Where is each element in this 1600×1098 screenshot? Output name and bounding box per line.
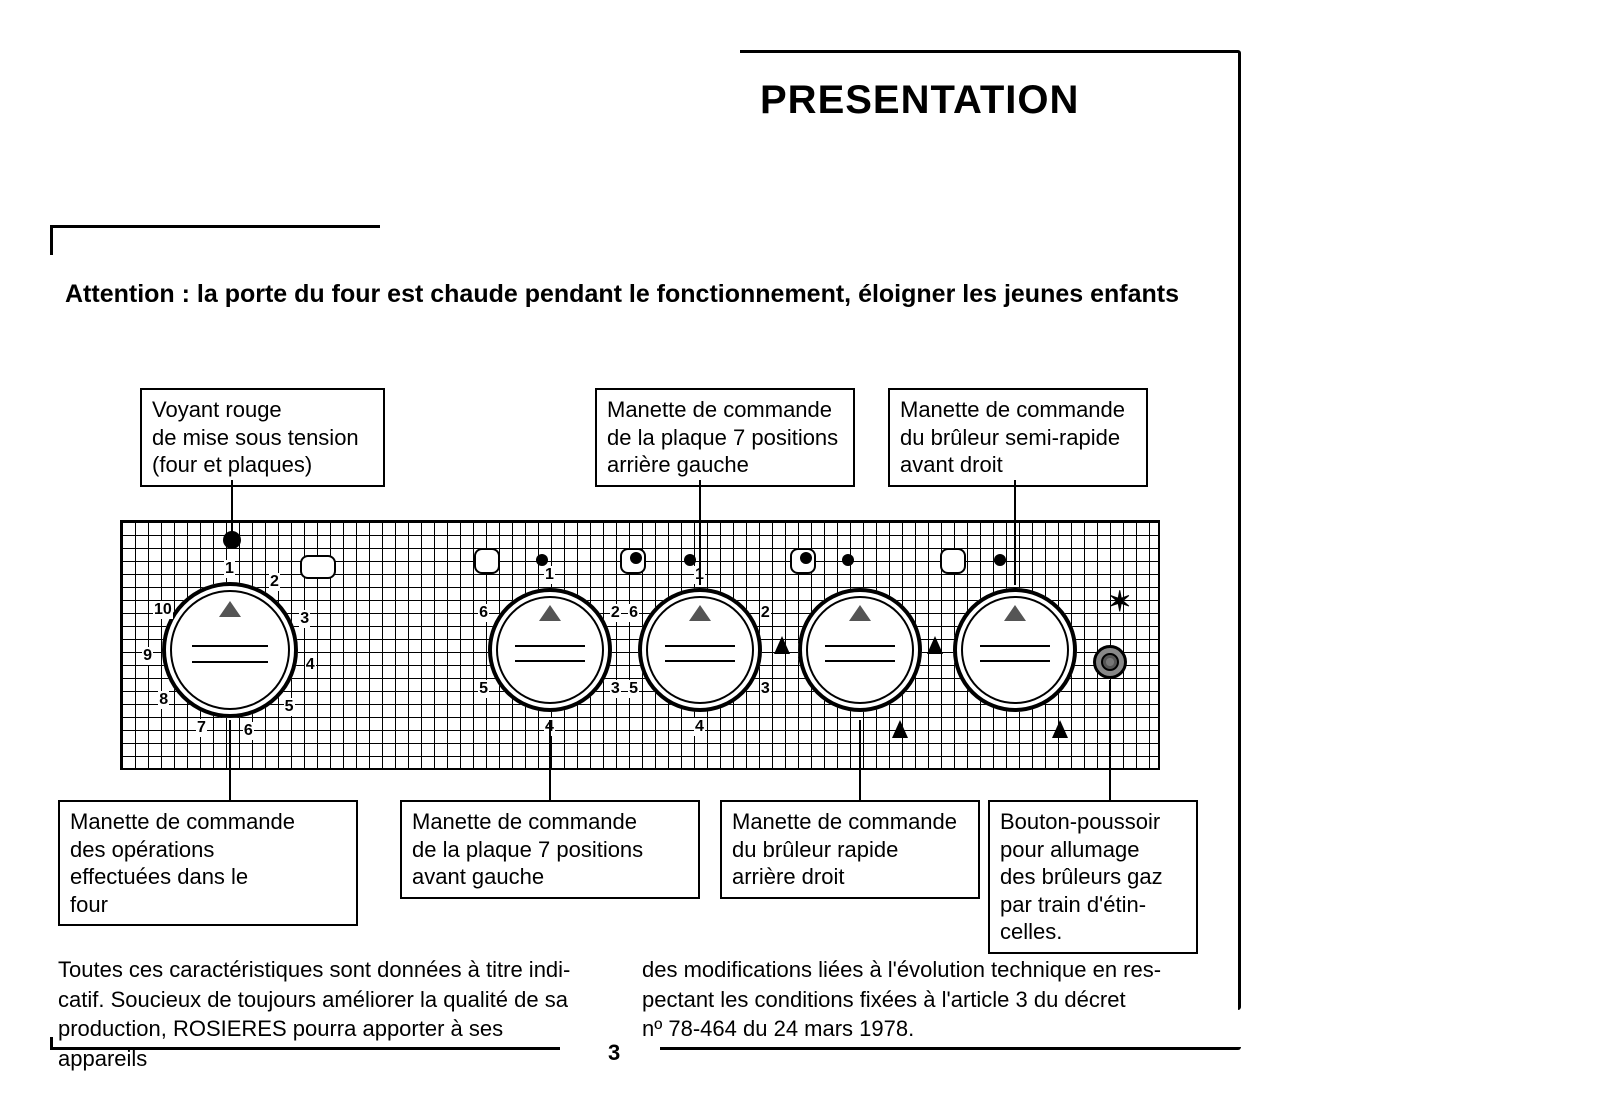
oven-label: Manette de commandedes opérationseffectu…: [58, 800, 358, 926]
dial-number: 6: [243, 722, 254, 740]
knob-front-left[interactable]: [488, 588, 612, 712]
dial-number: 6: [628, 604, 639, 622]
callout-line: avant droit: [900, 451, 1136, 479]
callout-line: arrière droit: [732, 863, 968, 891]
front-left-label: Manette de commandede la plaque 7 positi…: [400, 800, 700, 899]
indicator-dot-icon: [684, 554, 696, 566]
panel-button: [940, 548, 966, 574]
callout-line: celles.: [1000, 918, 1186, 946]
knob-rear-left[interactable]: [638, 588, 762, 712]
rule-left-tab-drop: [50, 225, 53, 255]
dial-number: 8: [158, 691, 169, 709]
ignition-label: Bouton-poussoirpour allumagedes brûleurs…: [988, 800, 1198, 954]
rule-left-bottom-drop: [50, 1037, 53, 1050]
panel-button: [474, 548, 500, 574]
dial-number: 3: [760, 680, 771, 698]
spark-star-icon: ✶: [1108, 588, 1131, 616]
leader-line: [231, 480, 233, 536]
dial-number: 5: [284, 698, 295, 716]
flame-icon: [892, 720, 908, 738]
indicator-dot-icon: [994, 554, 1006, 566]
indicator-dot-icon: [842, 554, 854, 566]
callout-line: Bouton-poussoir: [1000, 808, 1186, 836]
dial-number: 2: [610, 604, 621, 622]
page-number: 3: [608, 1040, 620, 1066]
callout-line: Manette de commande: [732, 808, 968, 836]
callout-line: du brûleur semi-rapide: [900, 424, 1136, 452]
warning-text: Attention : la porte du four est chaude …: [65, 280, 1520, 309]
dial-number: 6: [478, 604, 489, 622]
callout-line: par train d'étin-: [1000, 891, 1186, 919]
leader-line: [1109, 680, 1111, 800]
flame-icon: [927, 636, 943, 654]
callout-line: du brûleur rapide: [732, 836, 968, 864]
page-root: PRESENTATION Attention : la porte du fou…: [0, 0, 1600, 1098]
callout-line: Manette de commande: [607, 396, 843, 424]
rear-left-label: Manette de commandede la plaque 7 positi…: [595, 388, 855, 487]
leader-line: [859, 720, 861, 800]
flame-icon: [774, 636, 790, 654]
dial-number: 2: [760, 604, 771, 622]
red-light-label: Voyant rougede mise sous tension(four et…: [140, 388, 385, 487]
panel-button: [300, 555, 336, 579]
leader-line: [229, 720, 231, 800]
dial-number: 10: [153, 601, 173, 619]
front-right-label: Manette de commandedu brûleur semi-rapid…: [888, 388, 1148, 487]
rule-left-tab: [50, 225, 380, 228]
page-title: PRESENTATION: [760, 78, 1079, 123]
flame-icon: [1052, 720, 1068, 738]
dial-number: 3: [299, 610, 310, 628]
rule-top-right: [740, 50, 1238, 53]
dial-number: 7: [196, 719, 207, 737]
callout-line: pour allumage: [1000, 836, 1186, 864]
footer-left: Toutes ces caractéristiques sont données…: [58, 955, 578, 1074]
indicator-dot-icon: [630, 552, 642, 564]
dial-number: 9: [142, 647, 153, 665]
callout-line: des brûleurs gaz: [1000, 863, 1186, 891]
indicator-dot-icon: [800, 552, 812, 564]
callout-line: (four et plaques): [152, 451, 373, 479]
dial-number: 3: [610, 680, 621, 698]
dial-number: 4: [694, 718, 705, 736]
callout-line: de la plaque 7 positions: [607, 424, 843, 452]
rear-right-label: Manette de commandedu brûleur rapidearri…: [720, 800, 980, 899]
callout-line: arrière gauche: [607, 451, 843, 479]
rule-bottom-right: [660, 1047, 1241, 1050]
dial-number: 5: [478, 680, 489, 698]
callout-line: Manette de commande: [70, 808, 346, 836]
indicator-dot-icon: [536, 554, 548, 566]
dial-number: 2: [269, 573, 280, 591]
footer-right: des modifications liées à l'évolution te…: [642, 955, 1202, 1044]
callout-line: Manette de commande: [900, 396, 1136, 424]
dial-number: 4: [305, 656, 316, 674]
dial-number: 5: [628, 680, 639, 698]
callout-line: Manette de commande: [412, 808, 688, 836]
rule-right: [1238, 50, 1241, 1010]
knob-front-right[interactable]: [953, 588, 1077, 712]
callout-line: effectuées dans le: [70, 863, 346, 891]
callout-line: des opérations: [70, 836, 346, 864]
callout-line: avant gauche: [412, 863, 688, 891]
leader-line: [699, 480, 701, 585]
callout-line: four: [70, 891, 346, 919]
ignition-push-button[interactable]: [1093, 645, 1127, 679]
dial-number: 1: [224, 560, 235, 578]
knob-rear-right[interactable]: [798, 588, 922, 712]
knob-oven[interactable]: [162, 582, 298, 718]
leader-line: [1014, 480, 1016, 585]
leader-line: [549, 720, 551, 800]
dial-number: 1: [544, 566, 555, 584]
callout-line: de mise sous tension: [152, 424, 373, 452]
callout-line: Voyant rouge: [152, 396, 373, 424]
callout-line: de la plaque 7 positions: [412, 836, 688, 864]
